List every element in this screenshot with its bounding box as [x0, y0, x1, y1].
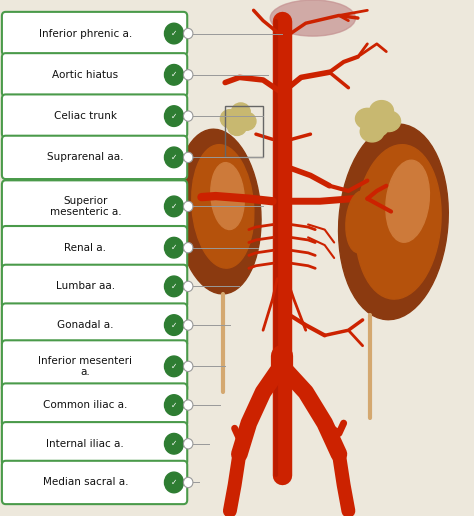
Text: ✓: ✓: [171, 282, 177, 291]
FancyBboxPatch shape: [2, 383, 187, 427]
Text: Superior
mesenteric a.: Superior mesenteric a.: [49, 196, 121, 217]
Circle shape: [164, 276, 183, 297]
Circle shape: [183, 361, 193, 372]
Ellipse shape: [370, 101, 393, 121]
FancyBboxPatch shape: [2, 461, 187, 504]
Circle shape: [164, 395, 183, 415]
Circle shape: [164, 472, 183, 493]
FancyBboxPatch shape: [2, 422, 187, 465]
Ellipse shape: [220, 110, 239, 128]
Circle shape: [164, 147, 183, 168]
Text: Inferior phrenic a.: Inferior phrenic a.: [39, 28, 132, 39]
Circle shape: [164, 64, 183, 85]
Text: ✓: ✓: [171, 478, 177, 487]
Text: Suprarenal aa.: Suprarenal aa.: [47, 152, 124, 163]
Circle shape: [183, 320, 193, 330]
Circle shape: [164, 196, 183, 217]
Circle shape: [164, 356, 183, 377]
Ellipse shape: [211, 163, 244, 230]
FancyBboxPatch shape: [2, 181, 187, 232]
FancyBboxPatch shape: [2, 53, 187, 96]
Ellipse shape: [270, 0, 356, 36]
Text: ✓: ✓: [171, 439, 177, 448]
Ellipse shape: [191, 144, 254, 268]
Circle shape: [164, 106, 183, 126]
Ellipse shape: [377, 111, 401, 132]
Circle shape: [183, 70, 193, 80]
Text: Median sacral a.: Median sacral a.: [43, 477, 128, 488]
Circle shape: [183, 281, 193, 292]
FancyBboxPatch shape: [2, 12, 187, 55]
FancyBboxPatch shape: [2, 265, 187, 308]
Circle shape: [183, 152, 193, 163]
Ellipse shape: [360, 121, 384, 142]
FancyBboxPatch shape: [2, 94, 187, 138]
Text: ✓: ✓: [171, 29, 177, 38]
Ellipse shape: [231, 103, 250, 121]
Text: ✓: ✓: [171, 153, 177, 162]
Text: Celiac trunk: Celiac trunk: [54, 111, 117, 121]
Ellipse shape: [338, 124, 448, 320]
Ellipse shape: [386, 160, 429, 242]
Text: Renal a.: Renal a.: [64, 243, 106, 253]
Text: Internal iliac a.: Internal iliac a.: [46, 439, 124, 449]
Ellipse shape: [365, 116, 389, 137]
Text: ✓: ✓: [171, 320, 177, 330]
FancyBboxPatch shape: [2, 226, 187, 269]
Ellipse shape: [355, 144, 441, 299]
Text: ✓: ✓: [171, 400, 177, 410]
Circle shape: [183, 400, 193, 410]
Text: Inferior mesenteri
a.: Inferior mesenteri a.: [38, 356, 132, 377]
Ellipse shape: [175, 129, 261, 294]
Circle shape: [183, 28, 193, 39]
Circle shape: [164, 237, 183, 258]
Circle shape: [164, 23, 183, 44]
FancyBboxPatch shape: [2, 303, 187, 347]
Ellipse shape: [237, 112, 256, 130]
Circle shape: [183, 111, 193, 121]
Circle shape: [183, 243, 193, 253]
Text: ✓: ✓: [171, 111, 177, 121]
Text: ✓: ✓: [171, 243, 177, 252]
Text: Gonadal a.: Gonadal a.: [57, 320, 114, 330]
Text: Aortic hiatus: Aortic hiatus: [52, 70, 118, 80]
Circle shape: [183, 201, 193, 212]
Bar: [225, 106, 263, 157]
Circle shape: [164, 433, 183, 454]
Circle shape: [164, 315, 183, 335]
Text: ✓: ✓: [171, 202, 177, 211]
Circle shape: [183, 477, 193, 488]
FancyBboxPatch shape: [2, 341, 187, 393]
Text: ✓: ✓: [171, 70, 177, 79]
Ellipse shape: [356, 108, 379, 129]
Text: Lumbar aa.: Lumbar aa.: [56, 281, 115, 292]
Ellipse shape: [228, 117, 246, 136]
Circle shape: [183, 439, 193, 449]
Ellipse shape: [346, 191, 374, 253]
FancyBboxPatch shape: [2, 136, 187, 179]
Text: ✓: ✓: [171, 362, 177, 371]
Text: Common iliac a.: Common iliac a.: [43, 400, 128, 410]
